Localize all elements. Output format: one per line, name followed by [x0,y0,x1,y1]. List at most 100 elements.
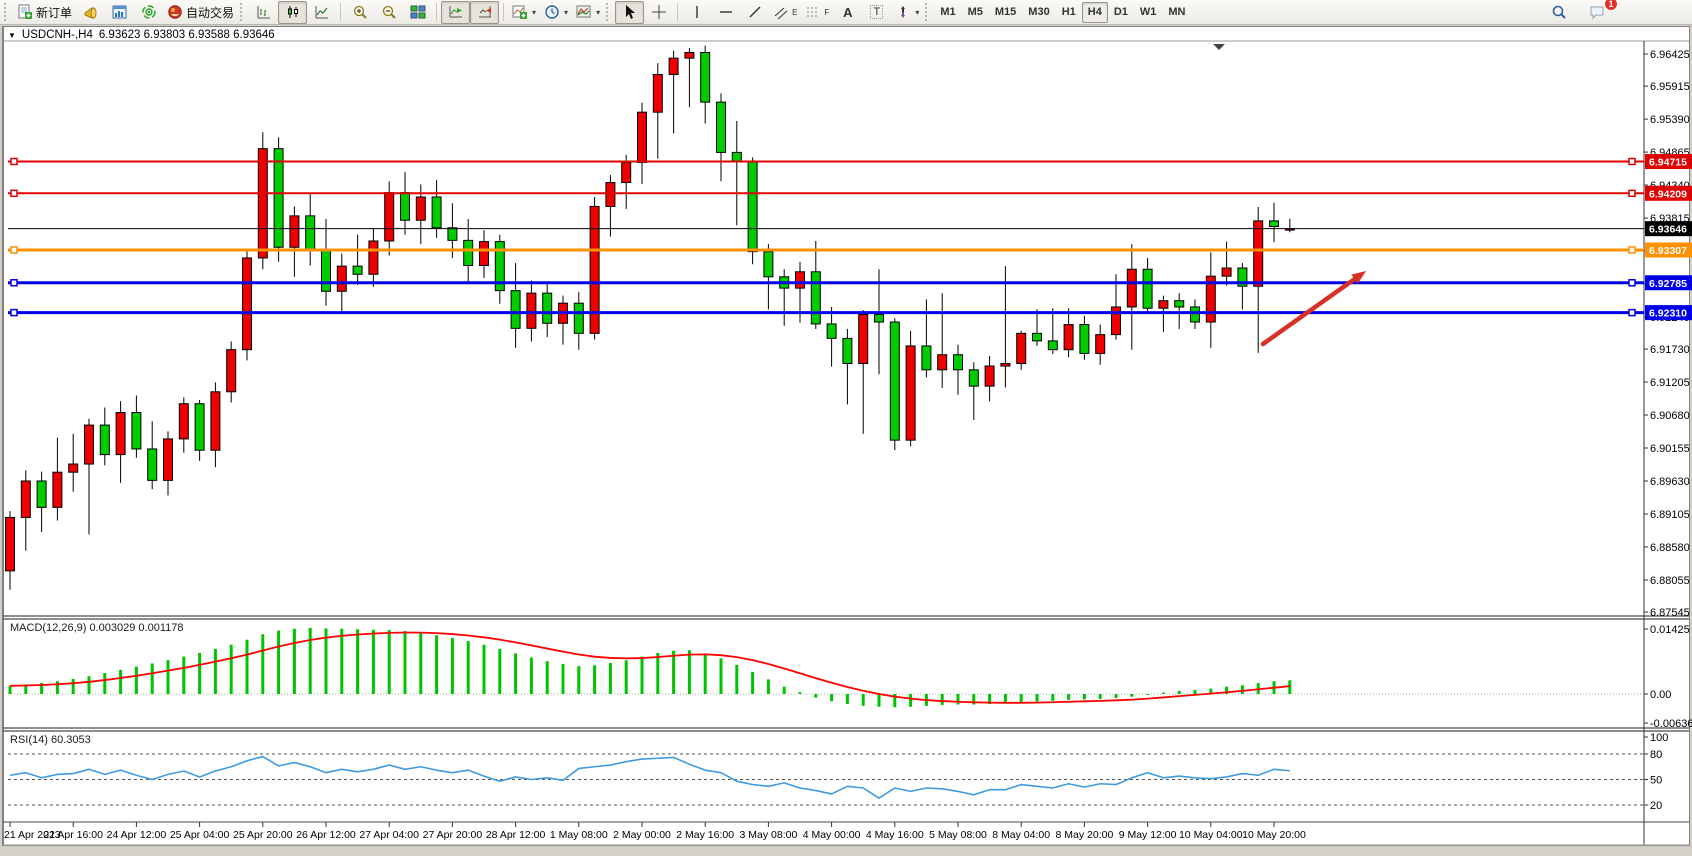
tile-windows-button[interactable] [403,1,432,24]
chevron-down-icon: ▾ [596,7,601,17]
main-toolbar: 新订单 自动交易 ▾ ▾ [0,0,1692,25]
chart-shift-button[interactable] [470,0,500,24]
bar-chart-type-button[interactable] [249,1,278,24]
chevron-down-icon: ▼ [8,30,16,40]
price-tick-label: 6.89105 [1650,509,1690,521]
timeframe-m5-button[interactable]: M5 [967,6,983,18]
time-tick-label: 3 May 08:00 [740,829,798,841]
toolbar-separator [436,3,438,21]
svg-text:0.00: 0.00 [1650,689,1671,701]
ohlc-values: 6.93623 6.93803 6.93588 6.93646 [98,29,275,41]
timeframe-h4-button[interactable]: H4 [1081,1,1108,23]
new-order-button[interactable]: 新订单 [13,1,76,24]
time-tick-label: 25 Apr 04:00 [170,829,230,841]
svg-text:0.01425: 0.01425 [1650,624,1690,636]
toolbar-grip [925,3,930,21]
chart-shift-marker [1213,44,1225,50]
zoom-in-button[interactable] [345,1,374,24]
chevron-down-icon: ▾ [532,7,537,17]
auto-trading-icon [168,5,182,19]
cursor-tool-button[interactable] [615,0,645,24]
fibonacci-icon [807,7,819,17]
price-line-badge: 6.93646 [1649,224,1687,236]
templates-button[interactable]: ▾ [572,1,604,24]
time-tick-label: 8 May 20:00 [1056,829,1114,841]
search-button[interactable] [1544,1,1573,24]
price-tick-label: 6.90155 [1650,443,1690,455]
svg-text:80: 80 [1650,749,1662,761]
strategy-tester-button[interactable] [134,1,163,24]
fibonacci-letter: F [824,7,830,17]
auto-scroll-button[interactable] [441,0,471,24]
time-tick-label: 10 May 04:00 [1179,829,1243,841]
chevron-down-icon: ▾ [564,7,569,17]
timeframe-m1-button[interactable]: M1 [940,6,956,18]
auto-trading-button[interactable]: 自动交易 [163,1,238,24]
market-watch-button[interactable] [76,1,105,24]
text-tool-button[interactable]: A [833,1,862,24]
toolbar-grip [606,3,611,21]
symbol-period-label: USDCNH-,H4 [21,29,93,41]
arrows-tool-button[interactable]: ▾ [891,1,923,24]
horn-icon [84,7,97,19]
horizontal-line-tool-button[interactable] [711,1,740,24]
toolbar-separator [503,3,505,21]
channel-tool-button[interactable]: E [769,1,801,24]
time-tick-label: 25 Apr 20:00 [233,829,293,841]
time-tick-label: 8 May 04:00 [992,829,1050,841]
crosshair-tool-button[interactable] [644,1,673,24]
auto-trading-label: 自动交易 [186,5,235,20]
zoom-out-button[interactable] [374,1,403,24]
timeframe-mn-button[interactable]: MN [1168,6,1186,18]
price-line-badge: 6.94209 [1649,188,1687,200]
price-line-badge: 6.94715 [1649,157,1687,169]
label-tool-letter: T [870,5,884,19]
rsi-current-value: 60.3053 [50,734,91,746]
label-tool-button[interactable]: T [862,1,891,24]
indicators-button[interactable]: ▾ [508,1,540,24]
svg-text:50: 50 [1650,775,1662,787]
timeframe-d1-button[interactable]: D1 [1113,6,1128,18]
notifications-button[interactable]: 1 [1583,0,1618,24]
timeframe-h1-button[interactable]: H1 [1061,6,1076,18]
timeframe-w1-button[interactable]: W1 [1139,6,1157,18]
periods-button[interactable]: ▾ [540,1,572,24]
fibonacci-tool-button[interactable]: F [801,1,833,24]
equidistant-channel-icon [774,7,788,20]
svg-text:-0.006367: -0.006367 [1650,718,1692,730]
toolbar-grip [4,3,9,21]
toolbar-separator [340,3,342,21]
bar-chart-icon [257,6,270,19]
candlestick-chart-type-button[interactable] [278,0,308,24]
chart-window-button[interactable] [105,1,134,24]
price-tick-label: 6.87545 [1650,607,1690,619]
timeframe-m30-button[interactable]: M30 [1028,6,1050,18]
chart-ohlc-header[interactable]: ▼ USDCNH-,H4 6.93623 6.93803 6.93588 6.9… [8,29,275,41]
time-tick-label: 9 May 12:00 [1119,829,1177,841]
cursor-icon [625,5,635,19]
time-tick-label: 21 Apr 2023 [4,829,61,841]
indicators-icon [512,5,528,19]
chat-bubble-icon [1590,6,1604,20]
trendline-tool-button[interactable] [740,1,769,24]
toolbar-grip [240,3,245,21]
svg-text:100: 100 [1650,732,1668,744]
rsi-name: RSI(14) [10,734,48,746]
vertical-line-tool-button[interactable] [682,1,711,24]
macd-current-values: 0.003029 0.001178 [89,622,184,634]
price-line-badge: 6.93307 [1649,245,1687,257]
time-tick-label: 5 May 08:00 [929,829,987,841]
price-tick-label: 6.95915 [1650,81,1690,93]
time-tick-label: 1 May 08:00 [550,829,608,841]
chart-shift-icon [478,6,491,18]
notification-badge: 1 [1604,0,1618,11]
chevron-down-icon: ▾ [915,7,920,17]
line-chart-type-button[interactable] [307,1,336,24]
timeframe-m15-button[interactable]: M15 [994,6,1017,18]
price-tick-label: 6.95390 [1650,114,1690,126]
trendline-icon [749,6,761,18]
rsi-indicator-label: RSI(14) 60.3053 [10,734,91,746]
chart-window-icon [112,5,127,19]
new-order-icon [18,4,32,19]
